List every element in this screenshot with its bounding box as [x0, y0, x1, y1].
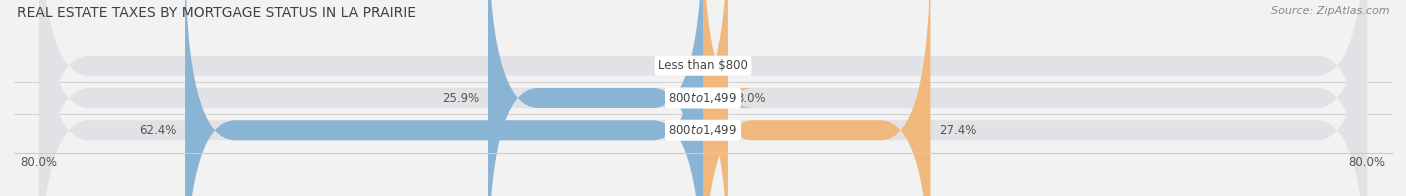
Text: 62.4%: 62.4% [139, 124, 177, 137]
FancyBboxPatch shape [39, 0, 1367, 196]
FancyBboxPatch shape [39, 0, 1367, 196]
Text: REAL ESTATE TAXES BY MORTGAGE STATUS IN LA PRAIRIE: REAL ESTATE TAXES BY MORTGAGE STATUS IN … [17, 6, 416, 20]
Text: 27.4%: 27.4% [939, 124, 976, 137]
Text: 0.0%: 0.0% [665, 59, 695, 72]
Text: $800 to $1,499: $800 to $1,499 [668, 91, 738, 105]
FancyBboxPatch shape [703, 0, 931, 196]
FancyBboxPatch shape [678, 0, 752, 196]
Text: Less than $800: Less than $800 [658, 59, 748, 72]
Text: 0.0%: 0.0% [711, 59, 741, 72]
Text: Source: ZipAtlas.com: Source: ZipAtlas.com [1271, 6, 1389, 16]
Text: 3.0%: 3.0% [737, 92, 766, 104]
Text: 25.9%: 25.9% [443, 92, 479, 104]
Text: $800 to $1,499: $800 to $1,499 [668, 123, 738, 137]
FancyBboxPatch shape [186, 0, 703, 196]
FancyBboxPatch shape [39, 0, 1367, 196]
FancyBboxPatch shape [488, 0, 703, 196]
